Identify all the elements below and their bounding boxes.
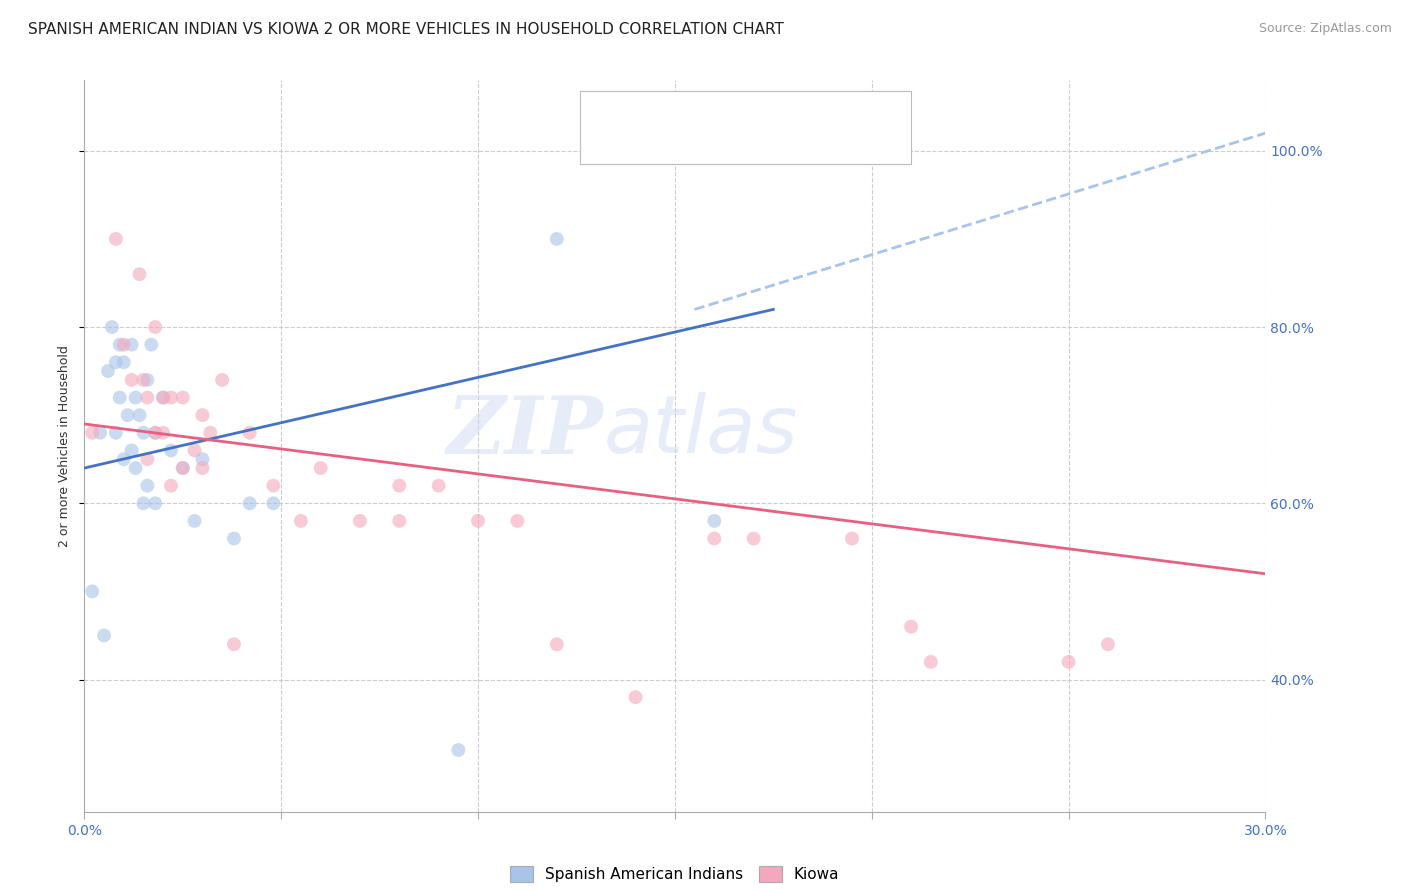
Point bbox=[143, 496, 166, 510]
Point bbox=[136, 391, 159, 405]
Point bbox=[427, 478, 450, 492]
Point bbox=[200, 425, 222, 440]
Point bbox=[136, 373, 159, 387]
Point bbox=[262, 496, 284, 510]
Text: 0.211: 0.211 bbox=[689, 103, 741, 121]
Point bbox=[117, 408, 139, 422]
Point bbox=[703, 514, 725, 528]
Point bbox=[183, 514, 205, 528]
Text: 35: 35 bbox=[828, 103, 851, 121]
Point bbox=[172, 461, 194, 475]
Text: R =: R = bbox=[636, 103, 665, 121]
Y-axis label: 2 or more Vehicles in Household: 2 or more Vehicles in Household bbox=[58, 345, 72, 547]
Point bbox=[920, 655, 942, 669]
Point bbox=[841, 532, 863, 546]
Point bbox=[104, 425, 127, 440]
Point bbox=[104, 232, 127, 246]
Point bbox=[506, 514, 529, 528]
Point bbox=[160, 391, 183, 405]
Point bbox=[172, 461, 194, 475]
Point bbox=[101, 320, 124, 334]
Text: ZIP: ZIP bbox=[447, 392, 605, 470]
Point bbox=[132, 373, 155, 387]
Point bbox=[152, 391, 174, 405]
Point bbox=[108, 391, 131, 405]
Legend: Spanish American Indians, Kiowa: Spanish American Indians, Kiowa bbox=[505, 860, 845, 888]
Point bbox=[290, 514, 312, 528]
Point bbox=[143, 425, 166, 440]
Point bbox=[136, 452, 159, 467]
Text: 41: 41 bbox=[828, 136, 851, 153]
Point bbox=[124, 391, 146, 405]
Text: -0.298: -0.298 bbox=[682, 136, 742, 153]
Point bbox=[143, 320, 166, 334]
Point bbox=[191, 452, 214, 467]
Point bbox=[132, 496, 155, 510]
Point bbox=[624, 690, 647, 705]
Point bbox=[239, 496, 262, 510]
Point bbox=[262, 478, 284, 492]
Point bbox=[152, 391, 174, 405]
Point bbox=[349, 514, 371, 528]
Point bbox=[152, 425, 174, 440]
Point bbox=[222, 637, 245, 651]
Point bbox=[703, 532, 725, 546]
Point bbox=[128, 408, 150, 422]
Point bbox=[112, 355, 135, 369]
Text: atlas: atlas bbox=[605, 392, 799, 470]
Text: N =: N = bbox=[778, 136, 808, 153]
Point bbox=[191, 461, 214, 475]
Point bbox=[82, 425, 104, 440]
Point bbox=[128, 267, 150, 281]
Point bbox=[143, 425, 166, 440]
Bar bbox=[598, 134, 610, 156]
Point bbox=[467, 514, 489, 528]
Point bbox=[160, 443, 183, 458]
Point bbox=[742, 532, 765, 546]
Point bbox=[136, 478, 159, 492]
Point bbox=[108, 337, 131, 351]
Point bbox=[309, 461, 332, 475]
Point bbox=[121, 373, 143, 387]
Point bbox=[1097, 637, 1119, 651]
Point bbox=[447, 743, 470, 757]
Point bbox=[132, 425, 155, 440]
Point bbox=[121, 443, 143, 458]
Point bbox=[112, 452, 135, 467]
Point bbox=[211, 373, 233, 387]
Point bbox=[1057, 655, 1080, 669]
Point bbox=[172, 391, 194, 405]
Point bbox=[141, 337, 163, 351]
Point bbox=[546, 637, 568, 651]
Point bbox=[124, 461, 146, 475]
Point bbox=[82, 584, 104, 599]
Point bbox=[160, 478, 183, 492]
Point bbox=[89, 425, 111, 440]
Point bbox=[121, 337, 143, 351]
Text: Source: ZipAtlas.com: Source: ZipAtlas.com bbox=[1258, 22, 1392, 36]
Point bbox=[191, 408, 214, 422]
Point bbox=[222, 532, 245, 546]
Point bbox=[900, 620, 922, 634]
Point bbox=[388, 478, 411, 492]
Point bbox=[112, 337, 135, 351]
Point bbox=[388, 514, 411, 528]
Point bbox=[93, 628, 115, 642]
Text: SPANISH AMERICAN INDIAN VS KIOWA 2 OR MORE VEHICLES IN HOUSEHOLD CORRELATION CHA: SPANISH AMERICAN INDIAN VS KIOWA 2 OR MO… bbox=[28, 22, 785, 37]
Text: N =: N = bbox=[778, 103, 808, 121]
Point bbox=[97, 364, 120, 378]
Point bbox=[239, 425, 262, 440]
Point bbox=[546, 232, 568, 246]
Point bbox=[104, 355, 127, 369]
Text: R =: R = bbox=[636, 136, 665, 153]
Point bbox=[183, 443, 205, 458]
Bar bbox=[598, 101, 610, 123]
